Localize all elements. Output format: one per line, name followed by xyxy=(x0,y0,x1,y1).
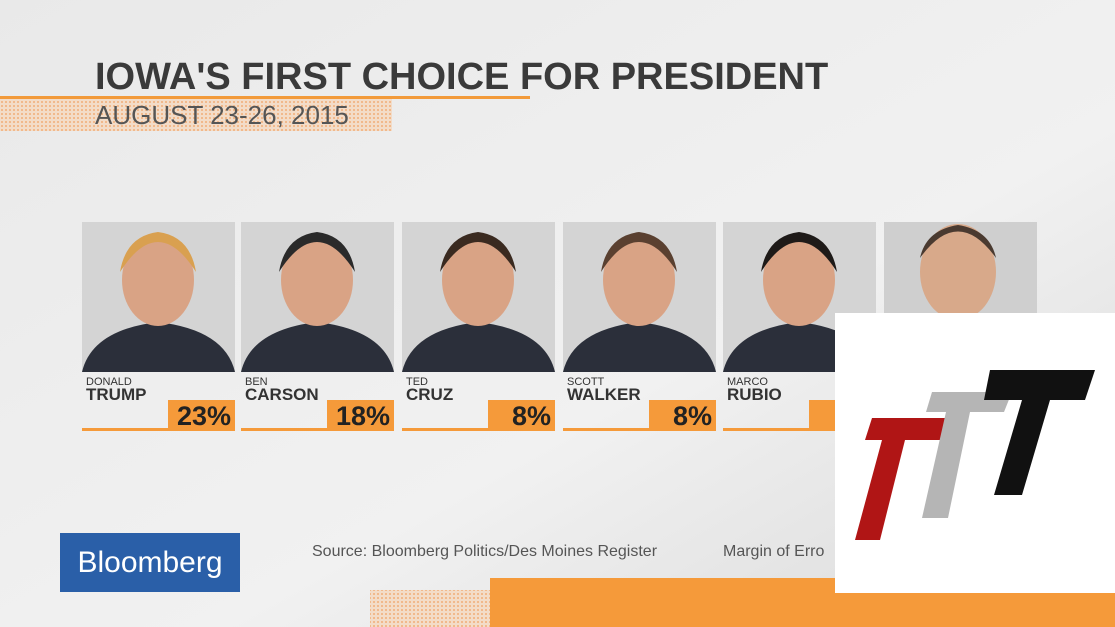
hair xyxy=(761,232,837,272)
suit xyxy=(563,322,716,372)
bottom-dots xyxy=(370,590,490,627)
first-name: TED xyxy=(406,376,428,388)
share-box xyxy=(488,400,555,430)
share-box xyxy=(168,400,235,430)
last-name: TRUMP xyxy=(86,385,146,404)
hair xyxy=(440,232,516,272)
card-rule xyxy=(723,428,876,431)
share: 8% xyxy=(512,401,551,431)
last-name: CRUZ xyxy=(406,385,453,404)
face xyxy=(763,234,835,326)
share: 23% xyxy=(177,401,231,431)
source: Source: Bloomberg Politics/Des Moines Re… xyxy=(312,543,658,560)
last-name: CARSON xyxy=(245,385,319,404)
card-rule xyxy=(402,428,555,431)
hair xyxy=(279,232,355,272)
last-name: RUBIO xyxy=(727,385,782,404)
face xyxy=(281,234,353,326)
note: Margin of Erro xyxy=(723,543,824,560)
logo: Bloomberg xyxy=(77,546,222,579)
first-name: DONALD xyxy=(86,376,132,388)
watermark xyxy=(835,313,1115,593)
suit xyxy=(241,322,394,372)
card-rule xyxy=(563,428,716,431)
suit xyxy=(82,322,235,372)
face xyxy=(603,234,675,326)
face xyxy=(442,234,514,326)
first-name: SCOTT xyxy=(567,376,605,388)
share: 18% xyxy=(336,401,390,431)
subtitle: AUGUST 23-26, 2015 xyxy=(95,100,349,130)
last-name: WALKER xyxy=(567,385,641,404)
first-name: MARCO xyxy=(727,376,768,388)
card-rule xyxy=(82,428,235,431)
hair xyxy=(601,232,677,272)
suit xyxy=(402,322,555,372)
share-box xyxy=(327,400,394,430)
title-rule xyxy=(0,96,530,99)
face xyxy=(122,234,194,326)
share: 8% xyxy=(673,401,712,431)
logo-box xyxy=(60,533,240,592)
first-name: BEN xyxy=(245,376,268,388)
candidate-cards: DONALDTRUMP23%BENCARSON18%TEDCRUZ8%SCOTT… xyxy=(82,222,876,431)
share-box xyxy=(649,400,716,430)
card-rule xyxy=(241,428,394,431)
hair xyxy=(120,232,196,272)
title: IOWA'S FIRST CHOICE FOR PRESIDENT xyxy=(95,56,828,98)
subtitle-band xyxy=(0,99,392,131)
